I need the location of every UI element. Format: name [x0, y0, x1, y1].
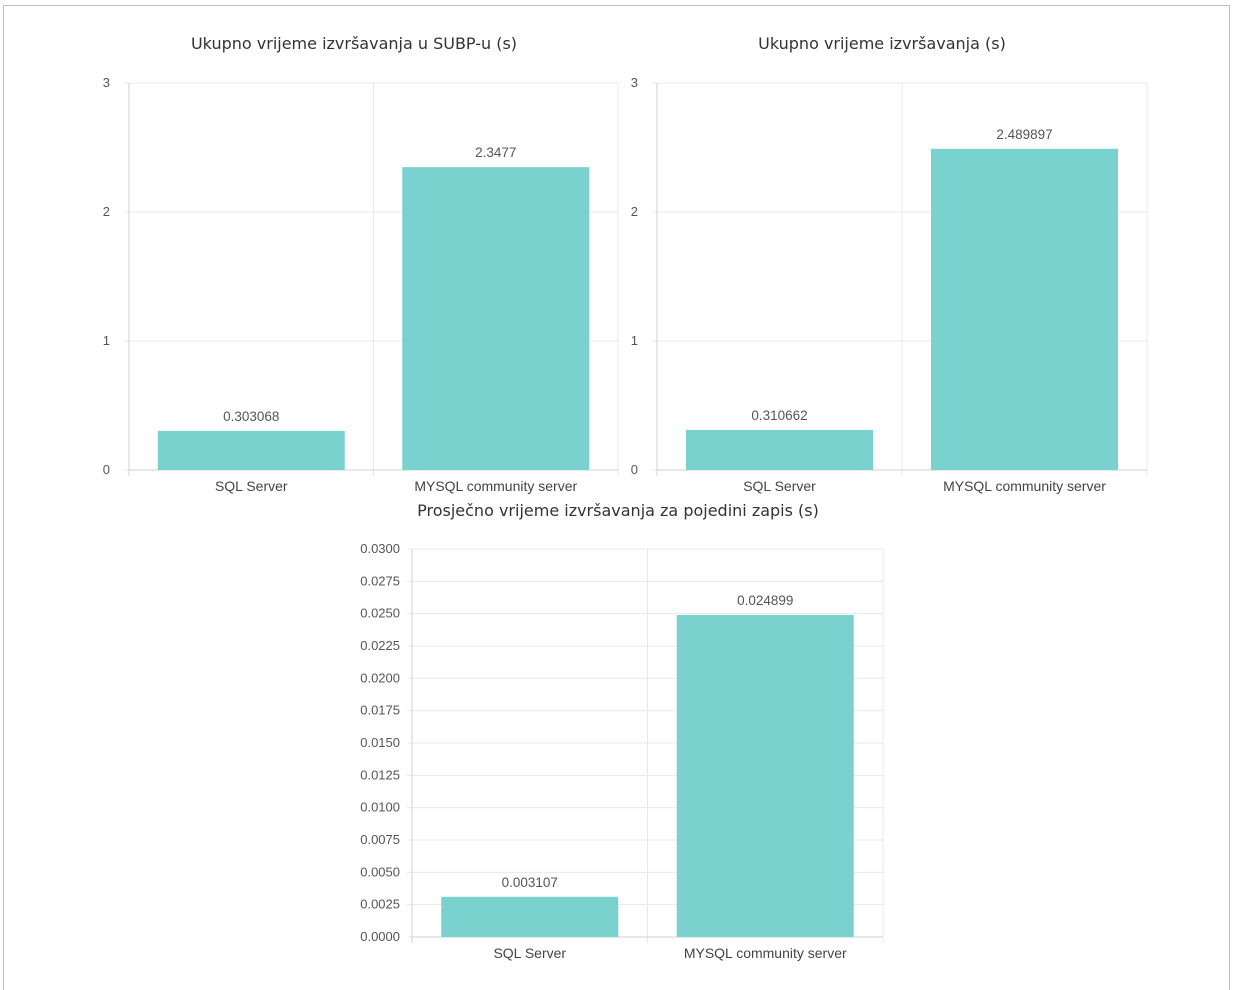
- y-tick-label: 2: [103, 204, 110, 219]
- bar-value-label: 0.003107: [502, 875, 558, 890]
- y-tick-label: 0.0125: [360, 767, 400, 782]
- y-tick-label: 0.0275: [360, 573, 400, 588]
- y-tick-label: 0.0075: [360, 832, 400, 847]
- y-tick-label: 0.0100: [360, 800, 400, 815]
- y-tick-label: 0.0250: [360, 606, 400, 621]
- chart-2-title: Ukupno vrijeme izvršavanja (s): [758, 34, 1006, 53]
- x-category-label: MYSQL community server: [414, 478, 577, 494]
- bar-value-label: 2.489897: [996, 127, 1052, 142]
- bar: [157, 430, 345, 470]
- y-tick-label: 1: [103, 333, 110, 348]
- y-tick-label: 0.0025: [360, 897, 400, 912]
- y-tick-label: 0.0150: [360, 735, 400, 750]
- bar: [931, 148, 1118, 470]
- bar: [676, 614, 854, 937]
- y-tick-label: 0: [103, 462, 110, 477]
- chart-1-title: Ukupno vrijeme izvršavanja u SUBP-u (s): [190, 34, 518, 53]
- y-tick-label: 3: [631, 75, 638, 90]
- y-tick-label: 0.0000: [360, 929, 400, 944]
- y-tick-label: 0.0175: [360, 703, 400, 718]
- bar-value-label: 0.310662: [751, 408, 807, 423]
- x-category-label: SQL Server: [743, 478, 816, 494]
- x-category-label: SQL Server: [215, 478, 288, 494]
- x-category-label: MYSQL community server: [684, 945, 847, 961]
- bar-value-label: 0.303068: [223, 409, 279, 424]
- y-tick-label: 0.0200: [360, 670, 400, 685]
- bar-value-label: 0.024899: [737, 593, 793, 608]
- y-tick-label: 0: [631, 462, 638, 477]
- y-tick-label: 2: [631, 204, 638, 219]
- bar-value-label: 2.3477: [475, 145, 516, 160]
- y-tick-label: 1: [631, 333, 638, 348]
- y-tick-label: 0.0300: [360, 541, 400, 556]
- x-category-label: MYSQL community server: [943, 478, 1106, 494]
- x-category-label: SQL Server: [493, 945, 566, 961]
- y-tick-label: 0.0225: [360, 638, 400, 653]
- page-frame: [3, 5, 1230, 990]
- y-tick-label: 0.0050: [360, 864, 400, 879]
- bar: [441, 896, 619, 937]
- chart-3-title: Prosječno vrijeme izvršavanja za pojedin…: [417, 501, 819, 520]
- y-tick-label: 3: [103, 75, 110, 90]
- bar: [686, 429, 873, 470]
- bar: [402, 167, 590, 470]
